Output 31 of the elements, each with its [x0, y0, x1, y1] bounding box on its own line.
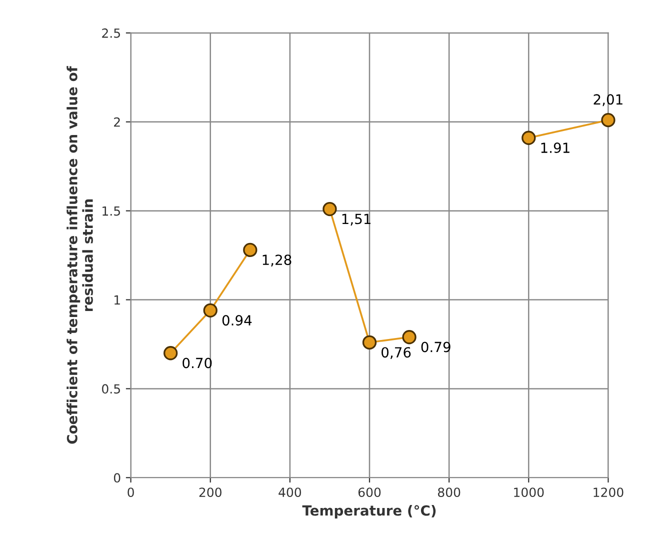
point: [522, 130, 536, 145]
point: [164, 346, 178, 360]
data-label: 1,28: [262, 254, 292, 267]
x-tick-label: 600: [358, 488, 381, 498]
point: [243, 242, 258, 258]
y-tick-label: 1: [114, 295, 120, 305]
x-tick-label: 1200: [594, 488, 624, 498]
x-tick-label: 200: [199, 488, 222, 498]
data-label: 2,01: [594, 94, 622, 106]
point: [362, 335, 377, 350]
x-tick-label: 0: [128, 488, 134, 498]
x-axis-title: Temperature (°C): [302, 505, 436, 518]
data-label: 1,51: [342, 214, 370, 226]
y-tick-label: 2: [114, 117, 120, 127]
data-label: 1.91: [541, 142, 570, 154]
point: [322, 202, 337, 216]
data-label: 0.94: [222, 315, 252, 326]
x-tick-label: 400: [278, 488, 302, 498]
point: [402, 330, 416, 344]
y-tick-label: 0: [114, 473, 120, 483]
data-label: 0.79: [421, 342, 450, 352]
point: [203, 303, 218, 318]
x-tick-label: 800: [438, 488, 460, 498]
y-tick-label: 2.5: [102, 28, 120, 38]
y-tick-label: 0.5: [102, 384, 120, 394]
data-label: 0,76: [382, 347, 411, 359]
data-label: 0.70: [182, 358, 212, 368]
y-tick-label: 1.5: [102, 206, 120, 216]
point: [601, 113, 616, 128]
x-tick-label: 1000: [514, 488, 544, 498]
y-axis-title: Coefficient of temperature influence on value of residual strain: [66, 66, 93, 444]
